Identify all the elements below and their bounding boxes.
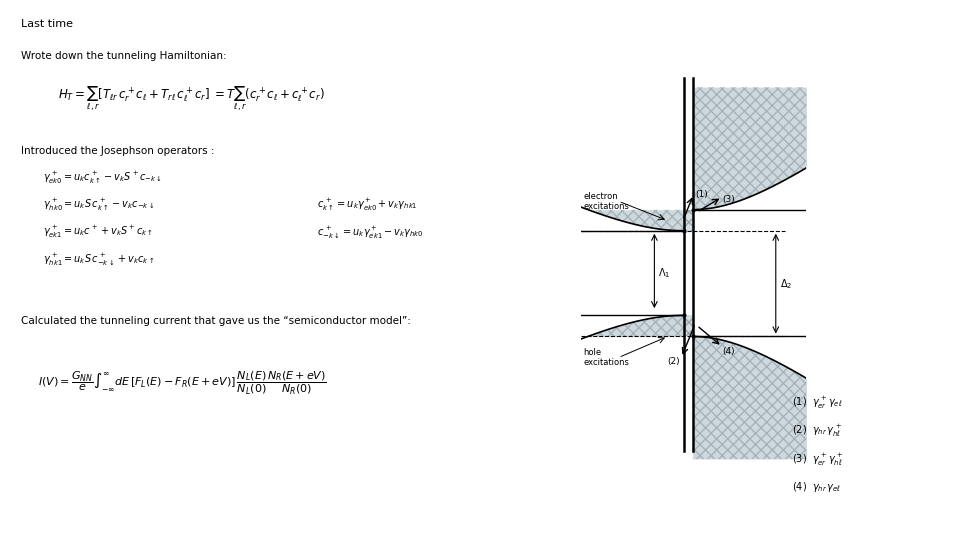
Text: $\gamma_{hk0}^{\,+} = u_k S\, c_{k\uparrow}^+ - v_k c_{-k\downarrow}$: $\gamma_{hk0}^{\,+} = u_k S\, c_{k\uparr… (43, 197, 155, 213)
Text: Introduced the Josephson operators :: Introduced the Josephson operators : (21, 146, 215, 156)
Text: (2): (2) (667, 357, 680, 366)
Text: $c_{k\uparrow}^{\,+} = u_k \gamma_{ek0}^+ + v_k \gamma_{hk1}$: $c_{k\uparrow}^{\,+} = u_k \gamma_{ek0}^… (317, 197, 418, 213)
Text: hole
excitations: hole excitations (584, 348, 630, 367)
Text: $\gamma_{ek1}^{\,+} = u_k c^+ + v_k S^+ c_{k\uparrow}$: $\gamma_{ek1}^{\,+} = u_k c^+ + v_k S^+ … (43, 224, 154, 240)
Text: $\Lambda_1$: $\Lambda_1$ (659, 266, 670, 280)
Text: $\Delta_2$: $\Delta_2$ (780, 276, 792, 291)
Text: Wrote down the tunneling Hamiltonian:: Wrote down the tunneling Hamiltonian: (21, 51, 227, 62)
Text: (2)  $\gamma_{hr}\,\gamma_{h\ell}^{\,+}$: (2) $\gamma_{hr}\,\gamma_{h\ell}^{\,+}$ (792, 423, 842, 440)
Text: (1): (1) (695, 190, 708, 199)
Text: (4)  $\gamma_{hr}\,\gamma_{e\ell}$: (4) $\gamma_{hr}\,\gamma_{e\ell}$ (792, 480, 841, 494)
Text: $I(V) = \dfrac{G_{NN}}{e}\int_{-\infty}^{\infty}dE\,[F_L(E)-F_R(E+eV)]\,\dfrac{N: $I(V) = \dfrac{G_{NN}}{e}\int_{-\infty}^… (38, 370, 327, 397)
Text: (4): (4) (722, 347, 734, 356)
Text: $\gamma_{hk1}^{\,+} = u_k S\, c_{-k\downarrow}^+ + v_k c_{k\uparrow}$: $\gamma_{hk1}^{\,+} = u_k S\, c_{-k\down… (43, 251, 155, 267)
Text: Calculated the tunneling current that gave us the “semiconductor model”:: Calculated the tunneling current that ga… (21, 316, 411, 326)
Text: $\gamma_{ek0}^{\,+} = u_k c_{k\uparrow}^+ - v_k S^+ c_{-k\downarrow}$: $\gamma_{ek0}^{\,+} = u_k c_{k\uparrow}^… (43, 170, 162, 186)
Text: electron
excitations: electron excitations (584, 192, 630, 211)
Text: (3): (3) (722, 195, 734, 204)
Text: (3)  $\gamma_{er}^{\,+}\gamma_{h\ell}^{\,+}$: (3) $\gamma_{er}^{\,+}\gamma_{h\ell}^{\,… (792, 452, 844, 468)
Text: $c_{-k\downarrow}^{\,+} = u_k \gamma_{ek1}^+ - v_k \gamma_{hk0}$: $c_{-k\downarrow}^{\,+} = u_k \gamma_{ek… (317, 224, 423, 240)
Text: Last time: Last time (21, 19, 73, 29)
Text: $H_T = \sum_{\ell,r} [T_{\ell r}\, c_r^+c_\ell + T_{r\ell}\, c_\ell^+c_r]$$\;= T: $H_T = \sum_{\ell,r} [T_{\ell r}\, c_r^+… (58, 84, 324, 112)
Text: (1)  $\gamma_{er}^{\,+}\gamma_{e\ell}$: (1) $\gamma_{er}^{\,+}\gamma_{e\ell}$ (792, 395, 842, 411)
